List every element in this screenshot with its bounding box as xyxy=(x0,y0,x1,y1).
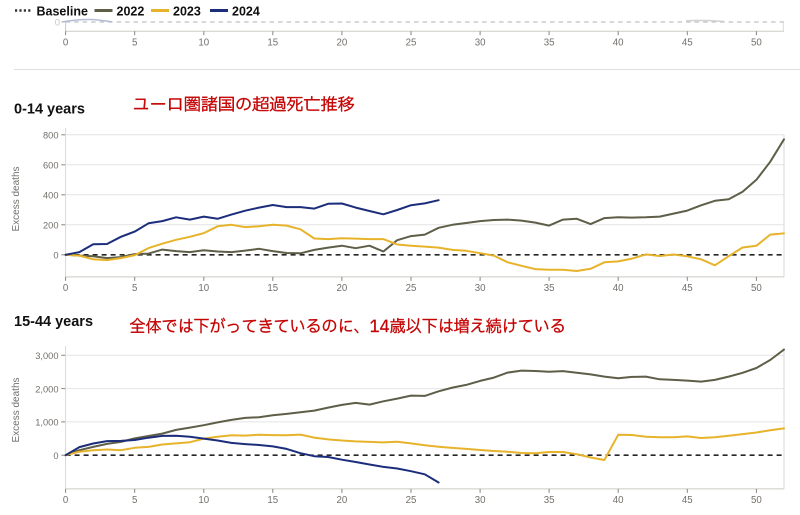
svg-text:3,000: 3,000 xyxy=(35,351,58,361)
svg-text:35: 35 xyxy=(544,495,555,506)
svg-text:600: 600 xyxy=(43,161,59,171)
svg-text:10: 10 xyxy=(198,495,209,506)
svg-text:30: 30 xyxy=(475,283,486,294)
svg-text:25: 25 xyxy=(406,495,417,506)
svg-text:45: 45 xyxy=(682,283,693,294)
svg-text:15: 15 xyxy=(267,283,278,294)
svg-text:20: 20 xyxy=(337,38,348,49)
svg-text:5: 5 xyxy=(132,38,137,49)
svg-text:15-44 years: 15-44 years xyxy=(14,314,93,330)
svg-text:2023: 2023 xyxy=(173,5,201,19)
svg-text:1,000: 1,000 xyxy=(35,418,58,428)
svg-text:25: 25 xyxy=(406,283,417,294)
svg-text:25: 25 xyxy=(406,38,417,49)
svg-text:0: 0 xyxy=(63,495,69,506)
svg-text:20: 20 xyxy=(337,495,348,506)
svg-text:5: 5 xyxy=(132,283,137,294)
svg-text:45: 45 xyxy=(682,38,693,49)
svg-text:10: 10 xyxy=(198,38,209,49)
svg-text:30: 30 xyxy=(475,495,486,506)
svg-text:0: 0 xyxy=(63,283,69,294)
svg-text:10: 10 xyxy=(198,283,209,294)
svg-text:35: 35 xyxy=(544,283,555,294)
svg-text:50: 50 xyxy=(751,283,762,294)
svg-text:40: 40 xyxy=(613,38,624,49)
svg-text:0: 0 xyxy=(55,18,60,29)
svg-text:0: 0 xyxy=(63,38,69,49)
svg-text:200: 200 xyxy=(43,221,59,231)
svg-text:2024: 2024 xyxy=(232,5,260,19)
svg-text:15: 15 xyxy=(267,38,278,49)
svg-text:15: 15 xyxy=(267,495,278,506)
svg-text:2,000: 2,000 xyxy=(35,384,58,394)
svg-text:2022: 2022 xyxy=(117,5,145,19)
svg-text:400: 400 xyxy=(43,191,59,201)
svg-text:35: 35 xyxy=(544,38,555,49)
svg-text:0-14 years: 0-14 years xyxy=(14,102,85,118)
svg-text:20: 20 xyxy=(337,283,348,294)
svg-text:0: 0 xyxy=(53,251,58,261)
svg-text:50: 50 xyxy=(751,495,762,506)
svg-text:40: 40 xyxy=(613,283,624,294)
svg-text:Excess deaths: Excess deaths xyxy=(11,377,22,442)
svg-text:5: 5 xyxy=(132,495,137,506)
svg-text:30: 30 xyxy=(475,38,486,49)
svg-text:0: 0 xyxy=(53,451,58,461)
svg-text:40: 40 xyxy=(613,495,624,506)
svg-text:50: 50 xyxy=(751,38,762,49)
svg-text:45: 45 xyxy=(682,495,693,506)
svg-text:Baseline: Baseline xyxy=(37,5,88,19)
svg-text:Excess deaths: Excess deaths xyxy=(11,166,22,231)
svg-text:800: 800 xyxy=(43,131,59,141)
